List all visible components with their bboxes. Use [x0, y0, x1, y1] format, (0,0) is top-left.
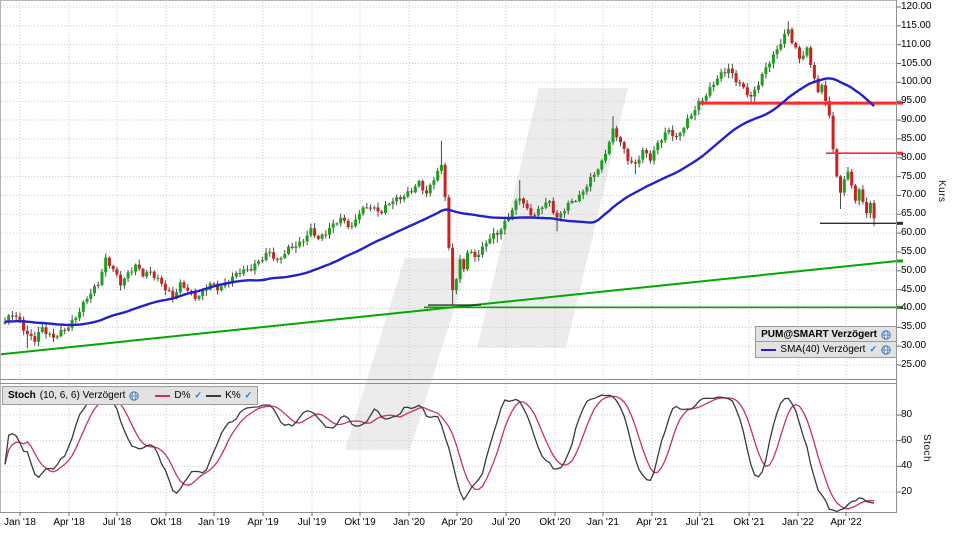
d-visible-check-icon[interactable]: ✓ [194, 390, 203, 400]
time-tick-label: Jan '18 [4, 517, 36, 528]
sma-visible-check-icon[interactable]: ✓ [869, 344, 877, 354]
time-tick-label: Jan '20 [393, 517, 425, 528]
time-tick-label: Jan '22 [782, 517, 814, 528]
k-visible-check-icon[interactable]: ✓ [244, 390, 253, 400]
time-tick-label: Apr '18 [53, 517, 85, 528]
sma40-line[interactable] [4, 77, 875, 327]
d-percent-line [4, 395, 875, 510]
price-tick-label: 50.00 [901, 264, 927, 276]
price-tick-label: 25.00 [901, 359, 927, 370]
price-tick-label: 70.00 [901, 189, 927, 201]
time-tick-label: Jul '21 [685, 517, 715, 528]
time-tick-label: Okt '18 [150, 517, 182, 528]
time-tick-label: Apr '22 [830, 517, 862, 528]
watermark-shape [345, 258, 470, 450]
series-legend-sma[interactable]: SMA(40) Verzögert ✓ [755, 341, 897, 358]
series-legend-sma-label: SMA(40) Verzögert [780, 344, 866, 355]
time-tick-label: Okt '21 [733, 517, 765, 528]
stoch-tick-label: 80 [901, 409, 913, 420]
price-tick-label: 120.00 [901, 1, 932, 12]
price-tick-label: 40.00 [901, 302, 927, 314]
price-tick-label: 60.00 [901, 227, 927, 239]
k-percent-swatch [206, 394, 222, 397]
time-tick-label: Apr '21 [636, 517, 668, 528]
price-tick-label: 110.00 [901, 38, 931, 50]
price-tick-label: 35.00 [901, 321, 927, 333]
time-tick-label: Apr '19 [247, 517, 279, 528]
price-tick-label: 90.00 [901, 114, 927, 126]
price-tick-label: 105.00 [901, 57, 932, 69]
stoch-legend[interactable]: Stoch (10, 6, 6) Verzögert D% ✓ K% ✓ [2, 386, 259, 405]
time-tick-label: Jul '18 [102, 517, 132, 528]
time-tick-label: Jul '19 [297, 517, 327, 528]
stoch-axis-name: Stoch [921, 434, 932, 463]
time-tick-label: Apr '20 [441, 517, 473, 528]
price-tick-label: 95.00 [901, 95, 927, 107]
d-percent-swatch [155, 394, 171, 397]
time-tick-label: Jan '21 [587, 517, 619, 528]
stoch-tick-label: 20 [901, 486, 913, 497]
stoch-tick-label: 40 [901, 460, 913, 472]
globe-icon[interactable] [881, 344, 891, 355]
price-axis-name: Kurs [936, 180, 947, 203]
price-tick-label: 65.00 [901, 208, 927, 220]
stochastic-series [4, 394, 875, 512]
d-percent-label: D% [174, 390, 191, 401]
price-tick-label: 45.00 [901, 283, 927, 295]
price-tick-label: 75.00 [901, 170, 927, 182]
globe-icon[interactable] [129, 390, 140, 401]
stoch-legend-title: Stoch [8, 390, 36, 401]
price-tick-label: 80.00 [901, 151, 927, 163]
time-tick-label: Okt '20 [539, 517, 571, 528]
price-tick-label: 55.00 [901, 245, 927, 257]
price-tick-label: 30.00 [901, 340, 927, 352]
price-tick-label: 100.00 [901, 76, 932, 88]
k-percent-line [4, 394, 875, 512]
stoch-tick-label: 60 [901, 434, 913, 446]
series-legend-primary-label: PUM@SMART Verzögert [761, 329, 877, 340]
price-tick-label: 115.00 [901, 19, 931, 31]
time-tick-label: Jul '20 [491, 517, 521, 528]
sma-line-swatch [761, 348, 777, 351]
candlestick-series [3, 21, 876, 349]
k-percent-label: K% [225, 390, 241, 401]
stoch-params-label: (10, 6, 6) Verzögert [39, 390, 126, 401]
price-tick-label: 85.00 [901, 132, 927, 144]
globe-icon[interactable] [881, 329, 891, 340]
time-tick-label: Jan '19 [198, 517, 230, 528]
time-tick-label: Okt '19 [344, 517, 376, 528]
